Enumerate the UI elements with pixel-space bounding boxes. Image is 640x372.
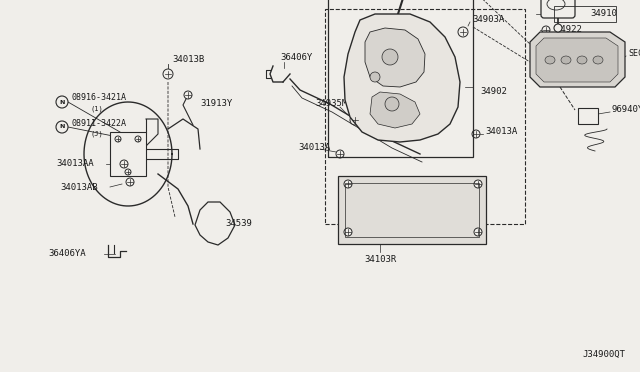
Bar xyxy=(554,6,616,22)
Bar xyxy=(328,0,473,157)
FancyBboxPatch shape xyxy=(541,0,575,18)
Circle shape xyxy=(163,69,173,79)
Text: 34935M: 34935M xyxy=(315,99,348,109)
Circle shape xyxy=(344,228,352,236)
Ellipse shape xyxy=(593,56,603,64)
Circle shape xyxy=(56,121,68,133)
Circle shape xyxy=(115,136,121,142)
Ellipse shape xyxy=(577,56,587,64)
Text: N: N xyxy=(60,99,65,105)
Text: 34903A: 34903A xyxy=(472,16,504,25)
Bar xyxy=(338,176,486,244)
Circle shape xyxy=(385,97,399,111)
Text: 34902: 34902 xyxy=(480,87,507,96)
Text: 34013A: 34013A xyxy=(485,128,517,137)
Circle shape xyxy=(472,130,480,138)
Circle shape xyxy=(554,24,562,32)
Circle shape xyxy=(120,160,128,168)
Bar xyxy=(578,108,598,124)
Text: 34103R: 34103R xyxy=(364,256,396,264)
Bar xyxy=(325,9,525,224)
Bar xyxy=(345,183,479,237)
Circle shape xyxy=(336,150,344,158)
Circle shape xyxy=(125,169,131,175)
Circle shape xyxy=(458,27,468,37)
Circle shape xyxy=(350,115,360,125)
Bar xyxy=(110,132,146,176)
Text: 08916-3421A: 08916-3421A xyxy=(72,93,127,103)
Text: N: N xyxy=(60,125,65,129)
Circle shape xyxy=(370,72,380,82)
Circle shape xyxy=(184,91,192,99)
Polygon shape xyxy=(536,38,618,82)
Circle shape xyxy=(135,136,141,142)
Text: 34013AA: 34013AA xyxy=(56,160,93,169)
Text: 34013A: 34013A xyxy=(298,142,330,151)
Circle shape xyxy=(474,180,482,188)
Circle shape xyxy=(474,228,482,236)
Text: 36406YA: 36406YA xyxy=(48,250,86,259)
Circle shape xyxy=(56,96,68,108)
Polygon shape xyxy=(195,202,235,245)
Text: 34539: 34539 xyxy=(225,219,252,228)
Ellipse shape xyxy=(547,0,565,10)
Polygon shape xyxy=(344,14,460,142)
Ellipse shape xyxy=(561,56,571,64)
Polygon shape xyxy=(530,32,625,87)
Text: 36406Y: 36406Y xyxy=(280,52,312,61)
Polygon shape xyxy=(370,92,420,128)
Text: J34900QT: J34900QT xyxy=(582,350,625,359)
Text: 31913Y: 31913Y xyxy=(200,99,232,109)
Text: 08911-3422A: 08911-3422A xyxy=(72,119,127,128)
Text: 34910: 34910 xyxy=(590,10,617,19)
Circle shape xyxy=(542,26,550,34)
Text: 34013AB: 34013AB xyxy=(60,183,98,192)
Text: (1): (1) xyxy=(90,106,103,112)
Text: 34922: 34922 xyxy=(555,26,582,35)
Polygon shape xyxy=(365,28,425,87)
Circle shape xyxy=(126,178,134,186)
Text: 34013B: 34013B xyxy=(172,55,204,64)
Circle shape xyxy=(382,49,398,65)
Circle shape xyxy=(344,180,352,188)
Text: (J): (J) xyxy=(90,131,103,137)
Ellipse shape xyxy=(545,56,555,64)
Text: 96940Y: 96940Y xyxy=(612,106,640,115)
Text: SEC.969: SEC.969 xyxy=(628,49,640,58)
